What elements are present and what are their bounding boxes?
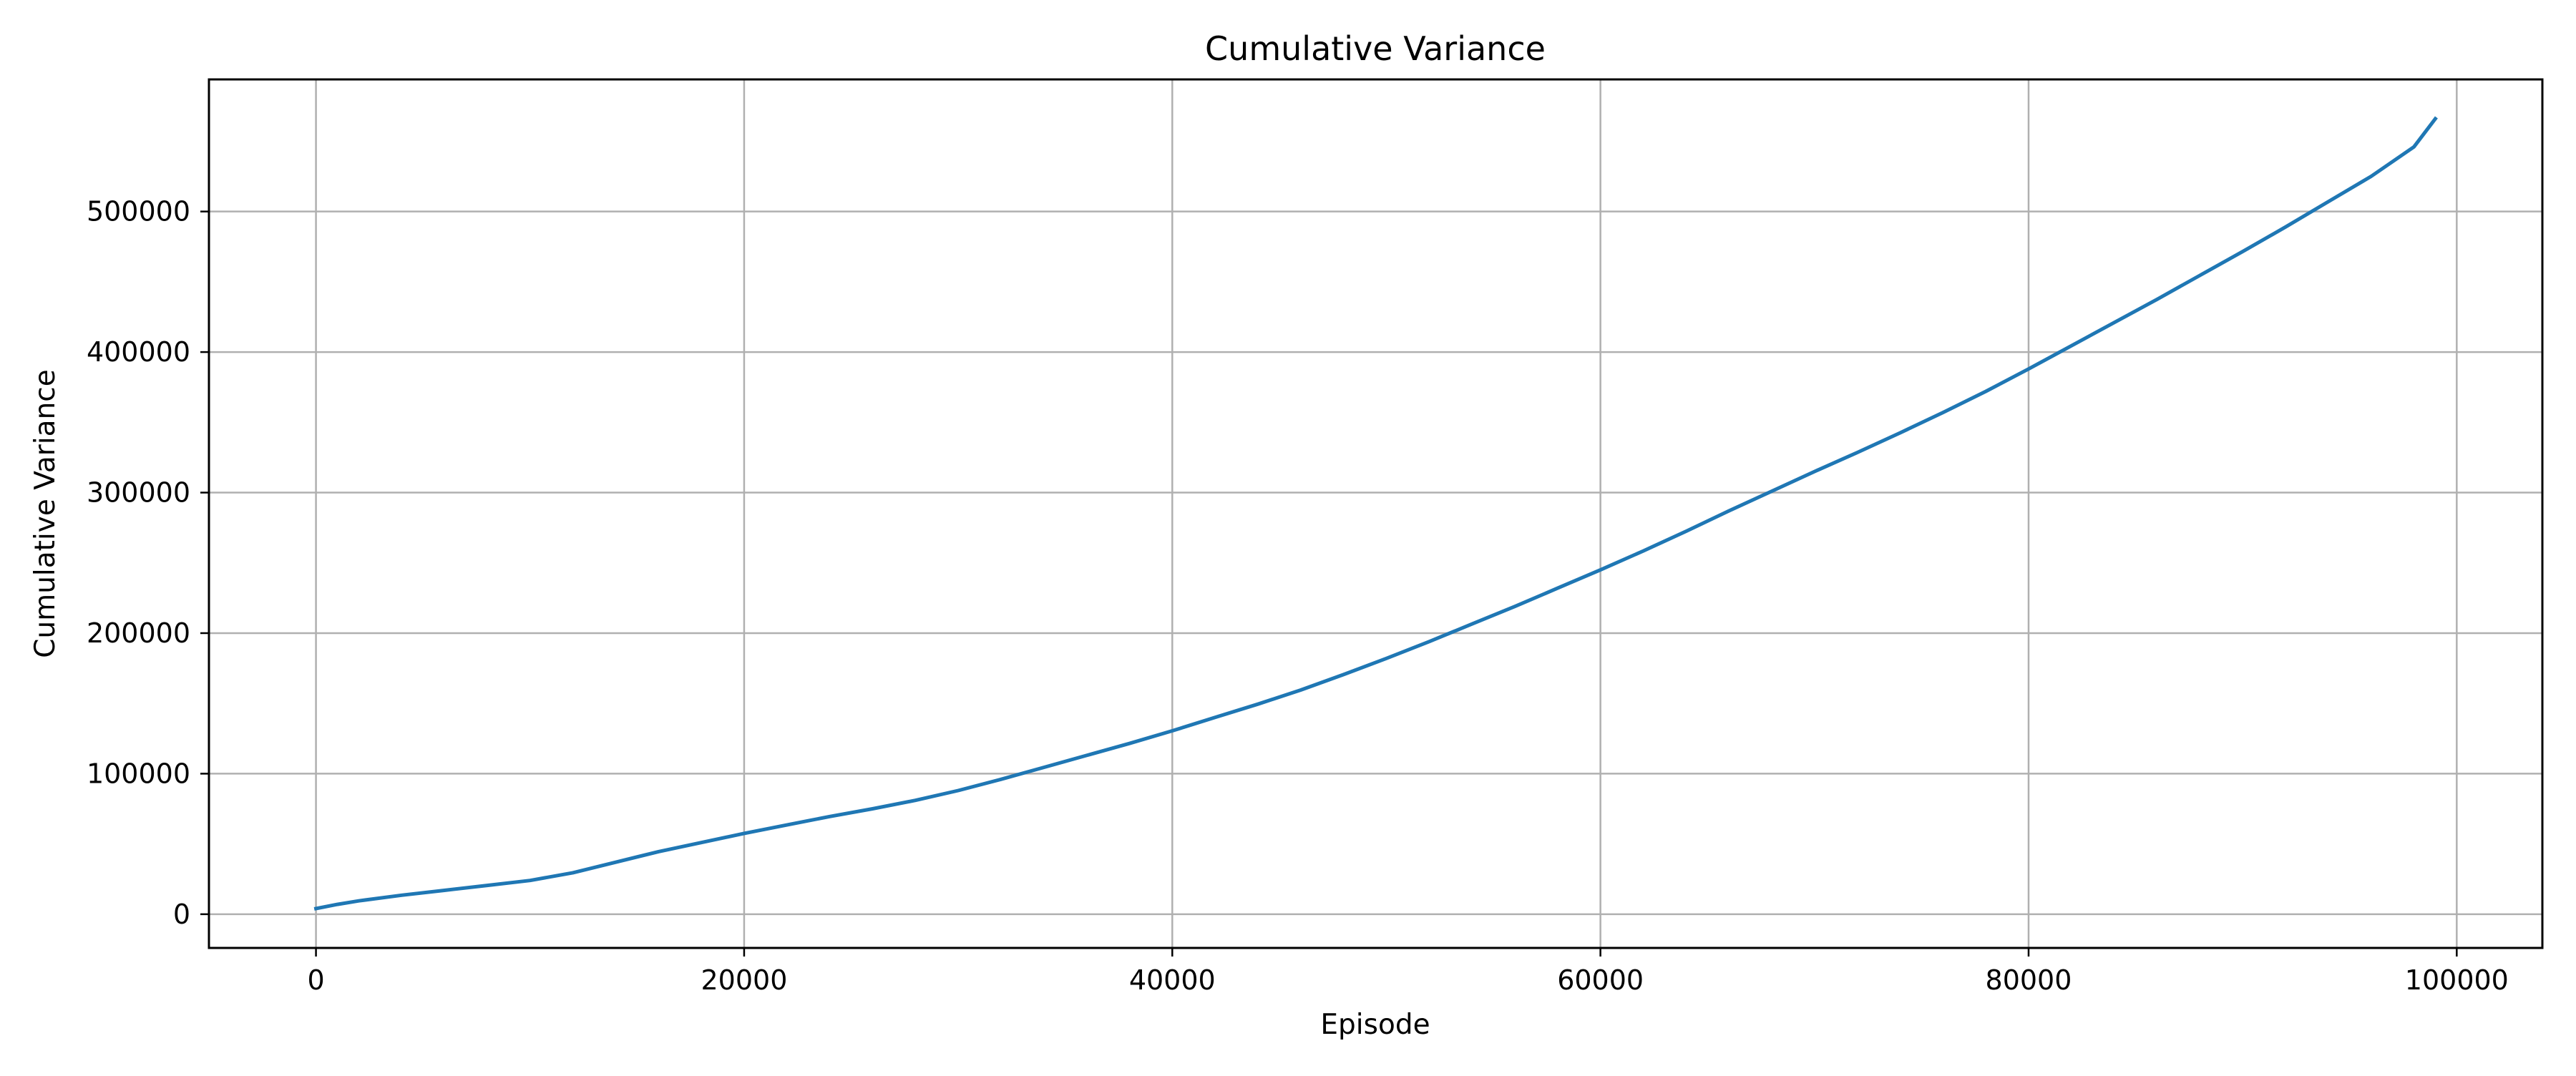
x-tick-label: 100000 <box>2405 964 2509 996</box>
x-tick-label: 60000 <box>1557 964 1644 996</box>
y-tick-label: 400000 <box>87 336 190 368</box>
y-tick-label: 300000 <box>87 477 190 509</box>
x-tick-label: 80000 <box>1986 964 2072 996</box>
y-tick-label: 500000 <box>87 196 190 228</box>
series-layer <box>313 116 2438 911</box>
series-line <box>313 116 2438 911</box>
grid <box>209 79 2542 948</box>
y-tick-label: 0 <box>173 899 190 930</box>
x-axis-label: Episode <box>1320 1009 1430 1041</box>
y-tick-label: 100000 <box>87 758 190 789</box>
x-tick-label: 40000 <box>1129 964 1216 996</box>
y-axis-label: Cumulative Variance <box>29 369 62 657</box>
chart-title: Cumulative Variance <box>1205 29 1546 68</box>
y-tick-label: 200000 <box>87 617 190 649</box>
x-tick-label: 20000 <box>701 964 787 996</box>
plot-frame <box>208 78 2544 949</box>
x-tick-label: 0 <box>307 964 324 996</box>
ticks: 0 20000 40000 60000 80000 100000 0 100000 200000… <box>87 196 2509 996</box>
